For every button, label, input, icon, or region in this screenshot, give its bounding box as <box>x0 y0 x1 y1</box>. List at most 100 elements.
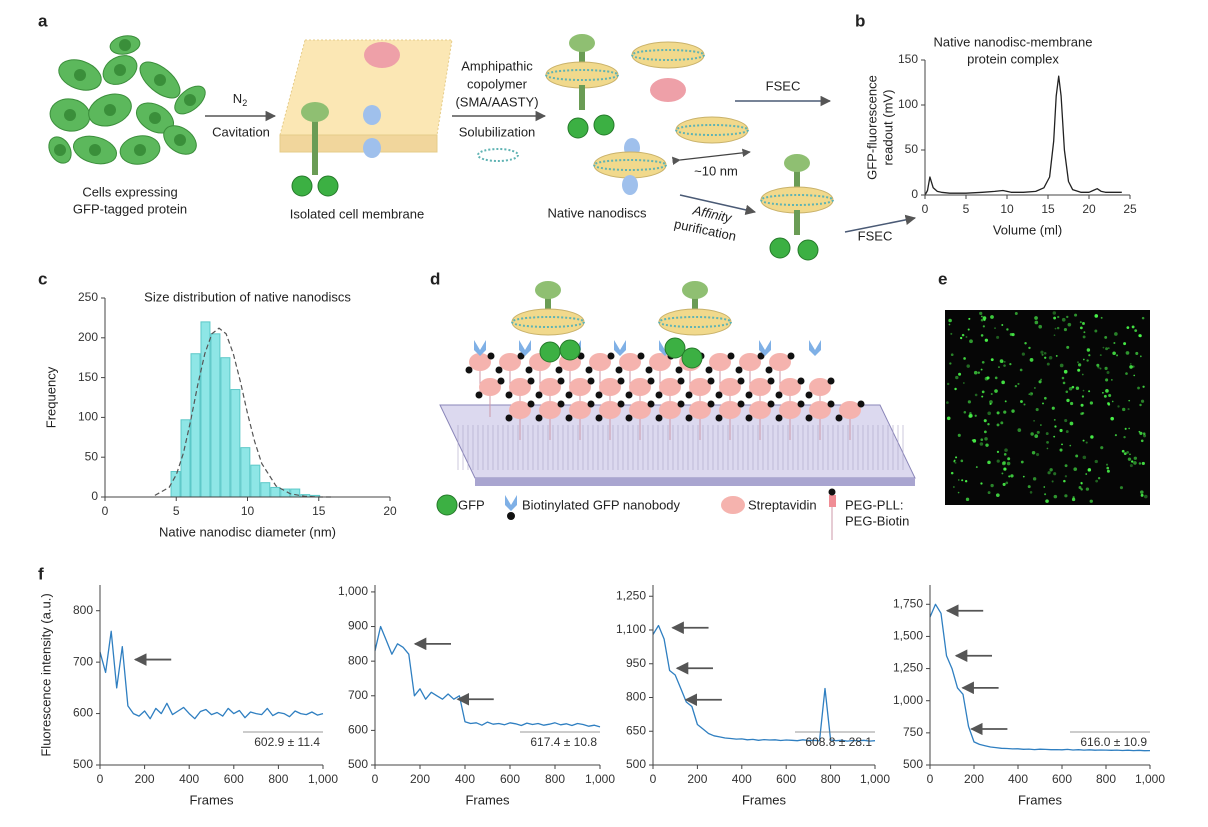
spot <box>994 376 998 380</box>
spot <box>1128 427 1130 430</box>
spot <box>1090 435 1094 439</box>
spot <box>979 311 983 315</box>
spot <box>1040 424 1042 426</box>
spot <box>955 456 958 459</box>
spot <box>1111 379 1113 381</box>
y-tick-label: 50 <box>905 142 919 156</box>
x-tick-label: 800 <box>821 772 841 786</box>
x-tick-label: 400 <box>732 772 752 786</box>
protein <box>535 281 561 299</box>
spot <box>969 412 972 415</box>
spot <box>1104 335 1108 339</box>
spot <box>1082 389 1085 392</box>
spot <box>1140 439 1144 443</box>
spot <box>1040 350 1044 354</box>
spot <box>1002 482 1006 486</box>
y-tick-label: 600 <box>348 723 368 737</box>
spot <box>950 471 954 475</box>
spot <box>1052 311 1057 315</box>
legend-label: PEG-PLL: <box>845 497 904 512</box>
spot <box>994 389 998 393</box>
nanobody <box>809 340 821 356</box>
spot <box>1138 334 1142 338</box>
spot <box>1014 384 1018 388</box>
y-tick-label: 800 <box>348 653 368 667</box>
x-tick-label: 0 <box>650 772 657 786</box>
spot <box>971 439 974 442</box>
nanodisc <box>545 61 619 89</box>
biotin <box>517 352 525 360</box>
biotin <box>707 377 715 385</box>
spot <box>1045 432 1049 436</box>
nucleus <box>184 94 196 106</box>
nanodisc <box>675 116 749 144</box>
streptavidin <box>599 401 621 419</box>
y-tick-label: 800 <box>626 690 646 704</box>
y-axis-label: Fluorescence intensity (a.u.) <box>38 593 53 756</box>
biotin <box>797 400 805 408</box>
nucleus <box>154 74 166 86</box>
arrow <box>844 214 917 233</box>
spot <box>957 479 960 481</box>
biotin <box>625 391 633 399</box>
spot <box>1038 324 1043 329</box>
biotin <box>535 414 543 422</box>
protein <box>363 138 381 158</box>
spot <box>950 353 954 357</box>
spot <box>1082 322 1085 325</box>
spot <box>1066 345 1070 349</box>
spot <box>1094 459 1098 464</box>
spot <box>1102 346 1105 349</box>
spot <box>1063 328 1067 332</box>
spot <box>1110 416 1114 421</box>
spot <box>1034 434 1039 439</box>
x-tick-label: 0 <box>927 772 934 786</box>
y-tick-label: 1,750 <box>893 596 923 610</box>
biotin <box>705 366 713 374</box>
spot <box>1139 355 1142 358</box>
spot <box>1034 387 1036 389</box>
polymer-belt <box>511 316 585 328</box>
spot <box>1107 403 1111 406</box>
nucleus <box>64 109 76 121</box>
label: Cavitation <box>212 124 270 139</box>
biotin <box>625 414 633 422</box>
x-tick-label: 0 <box>97 772 104 786</box>
nucleus <box>134 144 146 156</box>
biotin <box>707 400 715 408</box>
biotin <box>497 377 505 385</box>
biotin <box>505 391 513 399</box>
spot <box>1129 453 1131 456</box>
spot <box>1112 351 1116 356</box>
spot <box>1056 326 1060 330</box>
spot <box>980 482 983 485</box>
spot <box>1057 315 1060 319</box>
panel-label: c <box>38 269 47 288</box>
x-tick-label: 200 <box>687 772 707 786</box>
spot <box>989 402 992 406</box>
y-axis-label: GFP-fluorescence <box>864 75 879 180</box>
spot <box>1081 411 1085 415</box>
spot <box>1070 401 1074 406</box>
gfp <box>593 114 615 136</box>
spot <box>982 325 985 328</box>
nucleus <box>89 144 101 156</box>
spot <box>1041 353 1044 356</box>
spot <box>1140 493 1144 497</box>
panel-label: a <box>38 11 48 30</box>
streptavidin <box>809 378 831 396</box>
bar <box>200 321 211 498</box>
spot <box>1019 368 1023 372</box>
label: Isolated cell membrane <box>290 206 424 221</box>
spot <box>983 430 987 434</box>
nucleus <box>174 134 186 146</box>
spot <box>948 318 952 323</box>
streptavidin <box>769 353 791 371</box>
spot <box>1004 400 1007 403</box>
spot <box>1114 332 1118 336</box>
spot <box>1044 396 1047 400</box>
spot <box>990 393 993 396</box>
nanobody <box>759 340 771 356</box>
spot <box>1067 322 1072 327</box>
spot <box>1062 381 1066 385</box>
